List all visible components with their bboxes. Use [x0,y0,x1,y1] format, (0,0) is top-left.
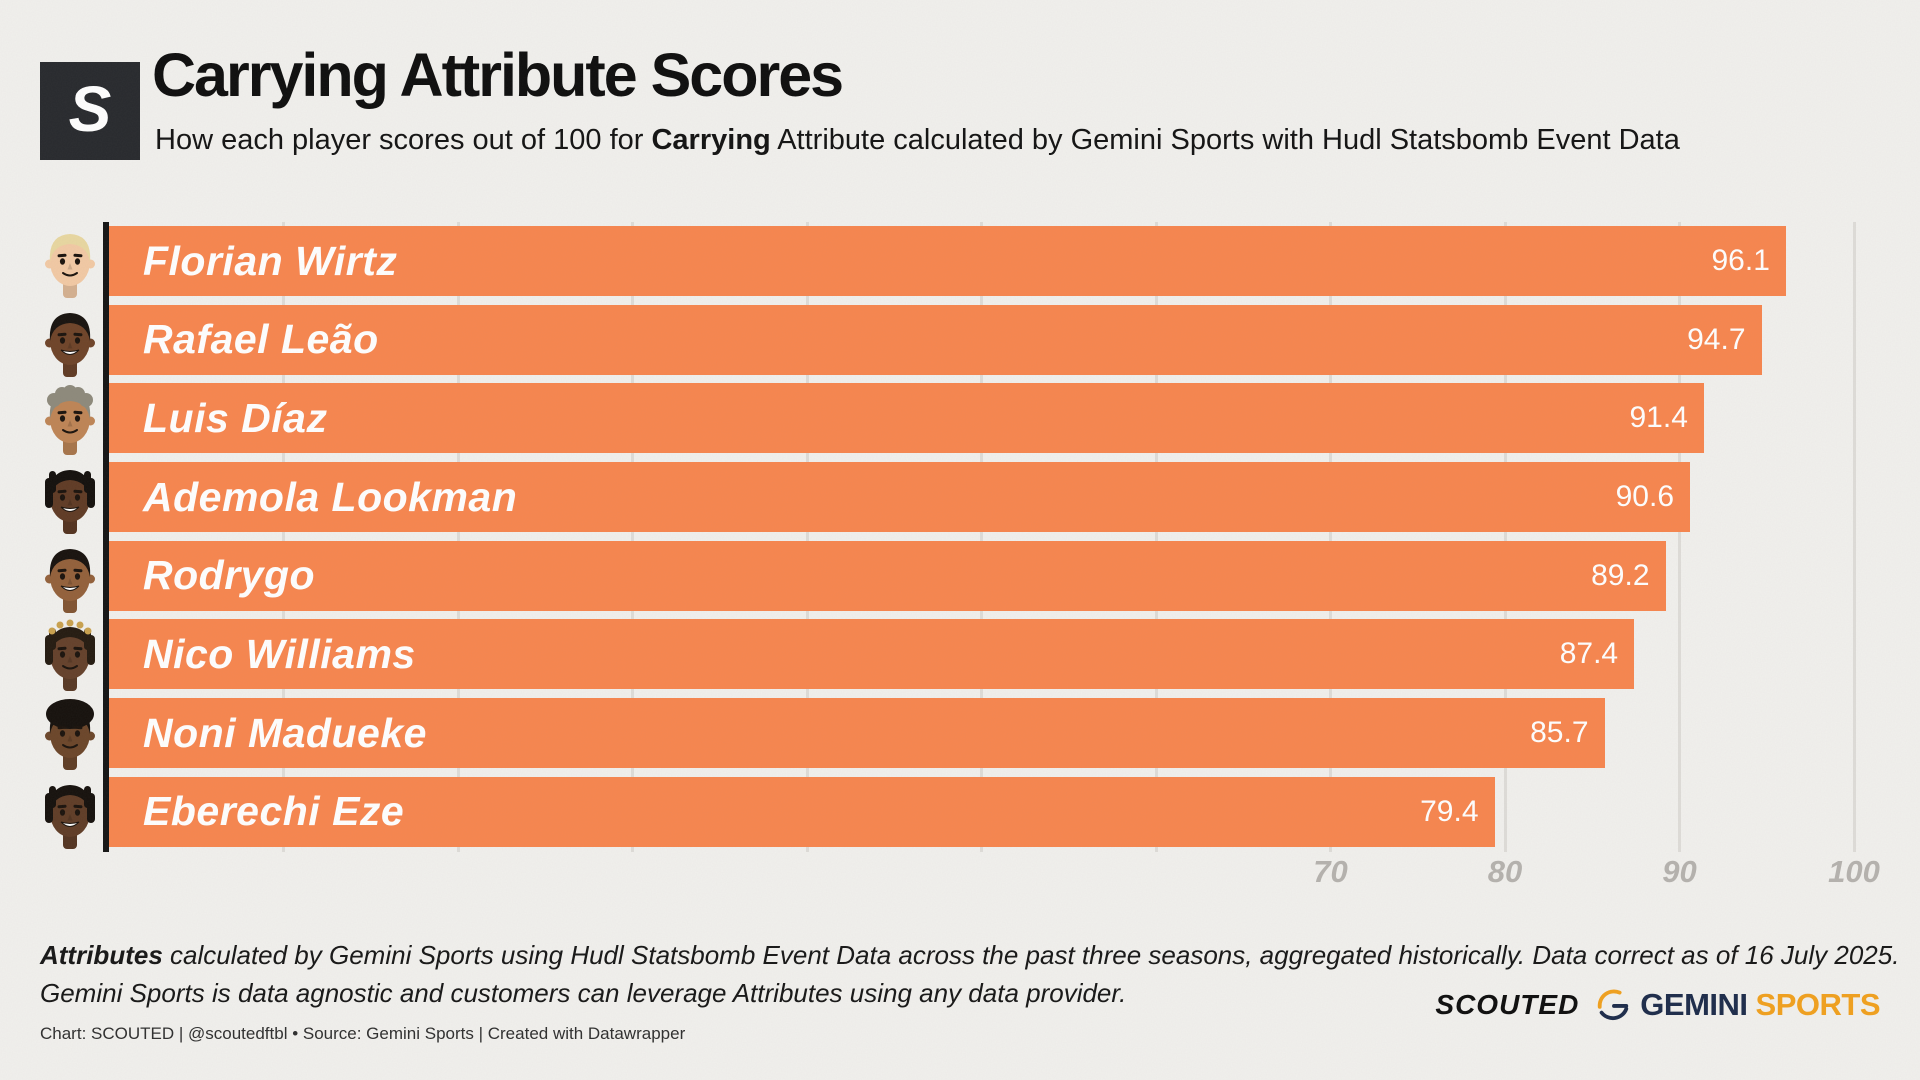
score-bar: Rodrygo 89.2 [109,540,1666,611]
player-avatar [36,458,104,535]
score-bar: Ademola Lookman 90.6 [109,462,1690,533]
bar-row: Rodrygo 89.2 [0,540,1920,613]
player-avatar [36,615,104,692]
player-avatar-face [45,312,95,377]
score-bar: Eberechi Eze 79.4 [109,776,1495,847]
score-value-label: 87.4 [1559,637,1619,671]
subtitle-text-post: Attribute calculated by Gemini Sports wi… [770,124,1680,156]
brand-logos: SCOUTED GEMINI SPORTS [1435,986,1880,1024]
scouted-logo: S [40,62,140,160]
player-avatar [36,222,104,298]
footnote-bold: Attributes [40,940,163,970]
player-avatar-face [45,470,95,535]
player-name-label: Ademola Lookman [143,473,518,520]
player-avatar-face [45,385,95,456]
player-name-label: Luis Díaz [143,394,328,441]
bar-row: Nico Williams 87.4 [0,619,1920,692]
score-value-label: 85.7 [1530,716,1589,750]
player-avatar [36,379,104,456]
player-avatar-face [45,619,95,692]
player-name-label: Nico Williams [143,630,416,677]
player-avatar-face [45,548,95,613]
player-name-label: Florian Wirtz [143,237,398,284]
score-value-label: 94.7 [1687,322,1746,356]
attribution-line: Chart: SCOUTED | @scoutedftbl • Source: … [40,1024,686,1043]
bar-row: Noni Madueke 85.7 [0,698,1920,771]
score-bar: Rafael Leão 94.7 [109,304,1762,375]
player-avatar [36,694,104,771]
player-avatar-face [45,784,95,849]
player-avatar [36,537,104,613]
score-value-label: 96.1 [1711,244,1770,277]
player-avatar [36,301,104,377]
x-tick-90: 90 [1662,854,1697,889]
page-title: Carrying Attribute Scores [152,41,844,109]
player-name-label: Rafael Leão [143,316,379,363]
subtitle-text-pre: How each player scores out of 100 for [155,124,652,156]
score-value-label: 91.4 [1629,401,1688,435]
score-bar: Luis Díaz 91.4 [109,383,1704,454]
bar-row: Ademola Lookman 90.6 [0,462,1920,535]
x-tick-80: 80 [1487,854,1523,889]
subtitle-text-bold: Carrying [651,124,771,156]
score-value-label: 89.2 [1591,558,1650,592]
score-bar: Noni Madueke 85.7 [109,698,1605,769]
score-value-label: 79.4 [1420,794,1479,828]
bar-rows: Florian Wirtz 96.1 Rafael Leão 94.7 Luis D… [0,226,1920,856]
footnote-rest: calculated by Gemini Sports using Hudl S… [162,940,1900,970]
player-name-label: Noni Madueke [143,709,427,756]
bar-row: Eberechi Eze 79.4 [0,776,1920,849]
bar-row: Florian Wirtz 96.1 [0,226,1920,298]
player-name-label: Rodrygo [143,552,316,599]
bar-row: Rafael Leão 94.7 [0,304,1920,377]
page-subtitle: How each player scores out of 100 for Ca… [155,124,1680,157]
score-bar: Nico Williams 87.4 [109,619,1635,690]
player-avatar-face [45,234,95,298]
scouted-wordmark: SCOUTED [1435,989,1580,1020]
score-value-label: 90.6 [1615,480,1674,514]
scouted-logo-letter: S [68,73,112,145]
score-bar: Florian Wirtz 96.1 [109,226,1786,296]
gemini-wordmark: GEMINI [1640,987,1748,1022]
x-tick-100: 100 [1828,854,1880,889]
player-avatar [36,773,104,849]
player-name-label: Eberechi Eze [143,788,405,835]
y-axis-line [103,222,109,852]
sports-wordmark: SPORTS [1755,987,1881,1022]
player-avatar-face [45,699,95,771]
bar-row: Luis Díaz 91.4 [0,383,1920,456]
gemini-sports-logo: GEMINI SPORTS [1594,986,1881,1024]
x-tick-70: 70 [1313,854,1348,889]
footnote-line-1: Attributes calculated by Gemini Sports u… [40,936,1899,974]
gemini-g-icon [1598,989,1629,1021]
